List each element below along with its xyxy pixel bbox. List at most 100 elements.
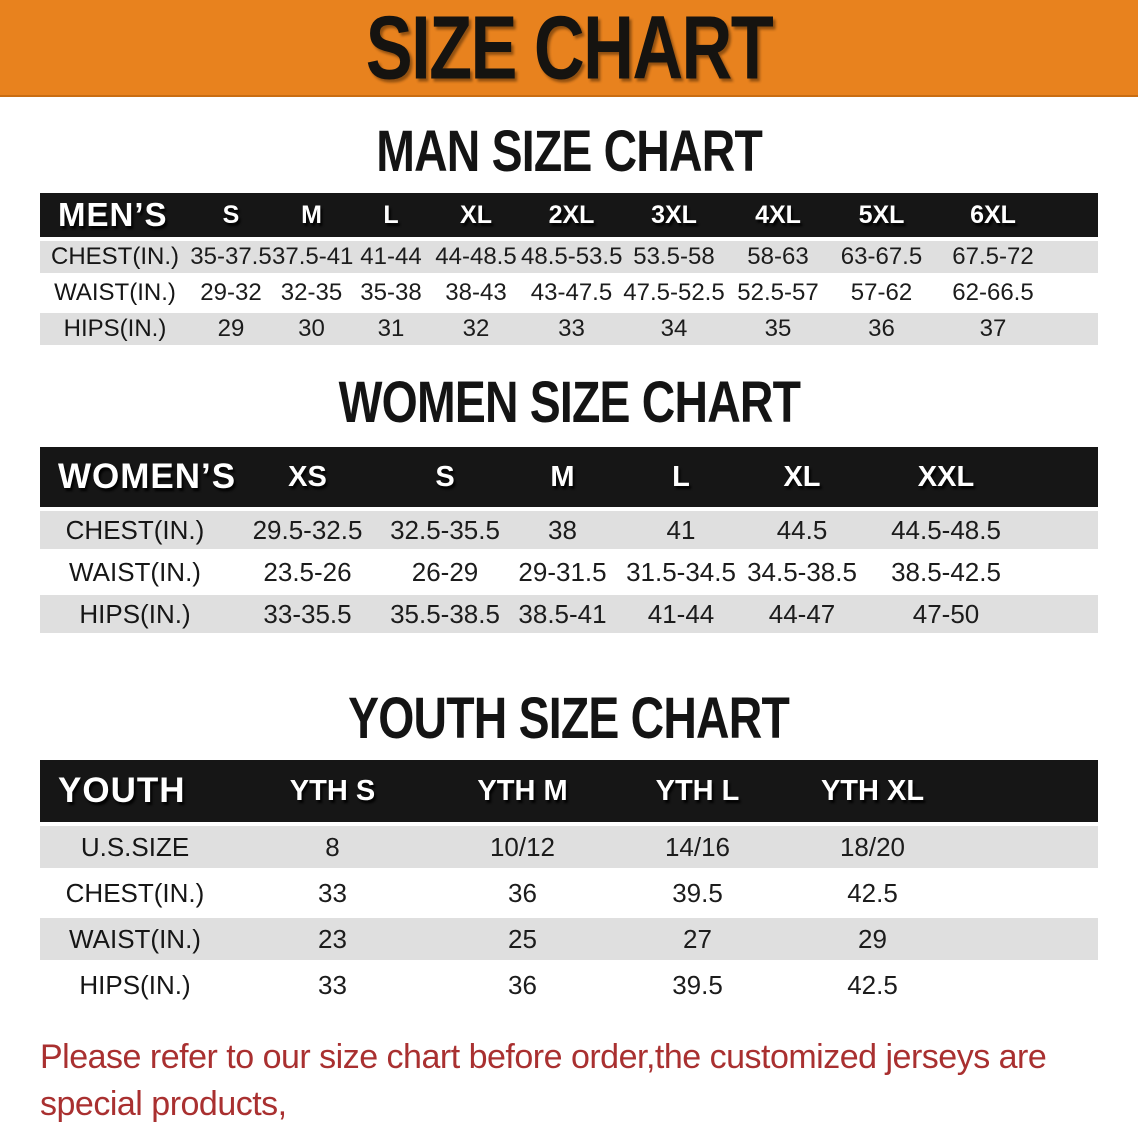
size-value: 44-48.5 <box>431 241 521 273</box>
size-column-header: M <box>272 193 351 237</box>
size-value: 57-62 <box>830 277 933 309</box>
size-value: 41-44 <box>351 241 431 273</box>
size-value: 33-35.5 <box>230 595 385 633</box>
size-column-header: XL <box>742 447 862 507</box>
row-label: HIPS(IN.) <box>40 964 230 1006</box>
size-value: 25 <box>435 918 610 960</box>
size-value: 41 <box>620 511 742 549</box>
size-value: 67.5-72 <box>933 241 1053 273</box>
order-warning-line-2: we don't accept cancel, change, teturn o… <box>40 1128 1110 1132</box>
size-column-header: XS <box>230 447 385 507</box>
measurement-row: HIPS(IN.) 33-35.5 35.5-38.5 38.5-41 41-44 44-… <box>40 595 1098 633</box>
size-value: 38.5-42.5 <box>862 553 1030 591</box>
row-label: CHEST(IN.) <box>40 241 190 273</box>
size-column-header: YTH M <box>435 760 610 822</box>
spacer-cell <box>960 964 1098 1006</box>
size-value: 29 <box>190 313 272 345</box>
measurement-row: WAIST(IN.) 23 25 27 29 <box>40 918 1098 960</box>
women-size-table: WOMEN’S XS S M L XL XXL CHEST(IN.) 29.5-32.5 32.5… <box>40 443 1098 637</box>
size-column-header: YTH L <box>610 760 785 822</box>
size-value: 58-63 <box>726 241 830 273</box>
size-column-header: 3XL <box>622 193 726 237</box>
measurement-row: CHEST(IN.) 29.5-32.5 32.5-35.5 38 41 44.5 44.5… <box>40 511 1098 549</box>
size-value: 38.5-41 <box>505 595 620 633</box>
size-value: 23 <box>230 918 435 960</box>
size-value: 29 <box>785 918 960 960</box>
size-value: 34 <box>622 313 726 345</box>
size-value: 48.5-53.5 <box>521 241 622 273</box>
table-corner-label: YOUTH <box>40 760 230 822</box>
measurement-row: WAIST(IN.) 23.5-26 26-29 29-31.5 31.5-34.5 34… <box>40 553 1098 591</box>
size-value: 44.5 <box>742 511 862 549</box>
size-value: 39.5 <box>610 872 785 914</box>
spacer-cell <box>960 760 1098 822</box>
size-column-header: 5XL <box>830 193 933 237</box>
size-value: 42.5 <box>785 872 960 914</box>
spacer-cell <box>1053 277 1098 309</box>
size-value: 36 <box>435 872 610 914</box>
size-column-header: XXL <box>862 447 1030 507</box>
spacer-cell <box>1030 553 1098 591</box>
row-label: CHEST(IN.) <box>40 511 230 549</box>
size-value: 44-47 <box>742 595 862 633</box>
size-value: 18/20 <box>785 826 960 868</box>
spacer-cell <box>1030 595 1098 633</box>
size-value: 29.5-32.5 <box>230 511 385 549</box>
size-value: 23.5-26 <box>230 553 385 591</box>
size-value: 37 <box>933 313 1053 345</box>
size-value: 33 <box>230 872 435 914</box>
size-column-header: S <box>385 447 505 507</box>
size-column-header: YTH XL <box>785 760 960 822</box>
size-value: 32-35 <box>272 277 351 309</box>
size-column-header: M <box>505 447 620 507</box>
row-label: WAIST(IN.) <box>40 918 230 960</box>
measurement-row: CHEST(IN.) 33 36 39.5 42.5 <box>40 872 1098 914</box>
spacer-cell <box>960 826 1098 868</box>
size-value: 36 <box>830 313 933 345</box>
size-value: 31.5-34.5 <box>620 553 742 591</box>
banner-title: SIZE CHART <box>365 0 774 98</box>
row-label: HIPS(IN.) <box>40 313 190 345</box>
size-value: 31 <box>351 313 431 345</box>
size-value: 39.5 <box>610 964 785 1006</box>
size-value: 29-32 <box>190 277 272 309</box>
size-value: 27 <box>610 918 785 960</box>
size-value: 14/16 <box>610 826 785 868</box>
size-column-header: XL <box>431 193 521 237</box>
size-column-header: 2XL <box>521 193 622 237</box>
size-value: 44.5-48.5 <box>862 511 1030 549</box>
measurement-row: CHEST(IN.) 35-37.5 37.5-41 41-44 44-48.5 48.5… <box>40 241 1098 273</box>
size-value: 8 <box>230 826 435 868</box>
row-label: U.S.SIZE <box>40 826 230 868</box>
size-value: 29-31.5 <box>505 553 620 591</box>
table-header-row: YOUTH YTH S YTH M YTH L YTH XL <box>40 760 1098 822</box>
size-value: 36 <box>435 964 610 1006</box>
size-value: 32.5-35.5 <box>385 511 505 549</box>
order-warning-line-1: Please refer to our size chart before or… <box>40 1038 1047 1123</box>
size-value: 38-43 <box>431 277 521 309</box>
youth-size-table: YOUTH YTH S YTH M YTH L YTH XL U.S.SIZE 8 10/12… <box>40 756 1098 1010</box>
size-column-header: S <box>190 193 272 237</box>
measurement-row: U.S.SIZE 8 10/12 14/16 18/20 <box>40 826 1098 868</box>
order-warning-note: Please refer to our size chart before or… <box>40 1034 1110 1132</box>
women-section-title: WOMEN SIZE CHART <box>338 370 800 435</box>
size-value: 35-37.5 <box>190 241 272 273</box>
spacer-cell <box>960 872 1098 914</box>
size-value: 53.5-58 <box>622 241 726 273</box>
size-value: 38 <box>505 511 620 549</box>
size-value: 33 <box>230 964 435 1006</box>
spacer-cell <box>1053 193 1098 237</box>
size-value: 43-47.5 <box>521 277 622 309</box>
size-value: 32 <box>431 313 521 345</box>
size-value: 30 <box>272 313 351 345</box>
spacer-cell <box>1030 447 1098 507</box>
spacer-cell <box>1053 313 1098 345</box>
size-value: 42.5 <box>785 964 960 1006</box>
table-corner-label: WOMEN’S <box>40 447 235 507</box>
table-header-row: MEN’S S M L XL 2XL 3XL 4XL 5XL 6XL <box>40 193 1098 237</box>
men-size-table: MEN’S S M L XL 2XL 3XL 4XL 5XL 6XL CHEST(IN.) 35-37… <box>40 189 1098 349</box>
row-label: CHEST(IN.) <box>40 872 230 914</box>
size-value: 35.5-38.5 <box>385 595 505 633</box>
size-value: 62-66.5 <box>933 277 1053 309</box>
measurement-row: HIPS(IN.) 33 36 39.5 42.5 <box>40 964 1098 1006</box>
